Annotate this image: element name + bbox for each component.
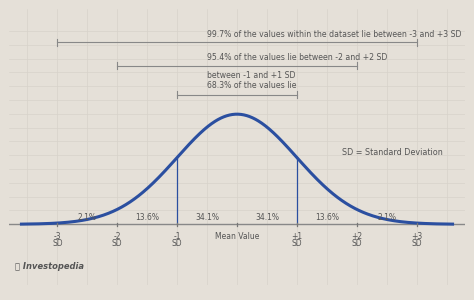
Text: +1: +1 bbox=[292, 232, 302, 241]
Text: 2.1%: 2.1% bbox=[377, 213, 396, 222]
Text: +2: +2 bbox=[351, 232, 362, 241]
Text: 68.3% of the values lie: 68.3% of the values lie bbox=[207, 81, 297, 90]
Text: -2: -2 bbox=[113, 232, 121, 241]
Text: SD: SD bbox=[112, 239, 123, 248]
Text: -1: -1 bbox=[173, 232, 181, 241]
Text: 2.1%: 2.1% bbox=[78, 213, 97, 222]
Text: SD: SD bbox=[52, 239, 63, 248]
Text: 13.6%: 13.6% bbox=[135, 213, 159, 222]
Text: 13.6%: 13.6% bbox=[315, 213, 339, 222]
Text: Mean Value: Mean Value bbox=[215, 232, 259, 241]
Text: +3: +3 bbox=[411, 232, 422, 241]
Text: SD = Standard Deviation: SD = Standard Deviation bbox=[342, 148, 443, 157]
Text: between -1 and +1 SD: between -1 and +1 SD bbox=[207, 71, 296, 80]
Text: SD: SD bbox=[172, 239, 182, 248]
Text: -3: -3 bbox=[54, 232, 61, 241]
Text: 99.7% of the values within the dataset lie between -3 and +3 SD: 99.7% of the values within the dataset l… bbox=[207, 30, 462, 39]
Text: SD: SD bbox=[292, 239, 302, 248]
Text: 34.1%: 34.1% bbox=[195, 213, 219, 222]
Text: 95.4% of the values lie between -2 and +2 SD: 95.4% of the values lie between -2 and +… bbox=[207, 53, 387, 62]
Text: SD: SD bbox=[411, 239, 422, 248]
Text: ⓘ Investopedia: ⓘ Investopedia bbox=[16, 262, 84, 271]
Text: 34.1%: 34.1% bbox=[255, 213, 279, 222]
Text: SD: SD bbox=[351, 239, 362, 248]
